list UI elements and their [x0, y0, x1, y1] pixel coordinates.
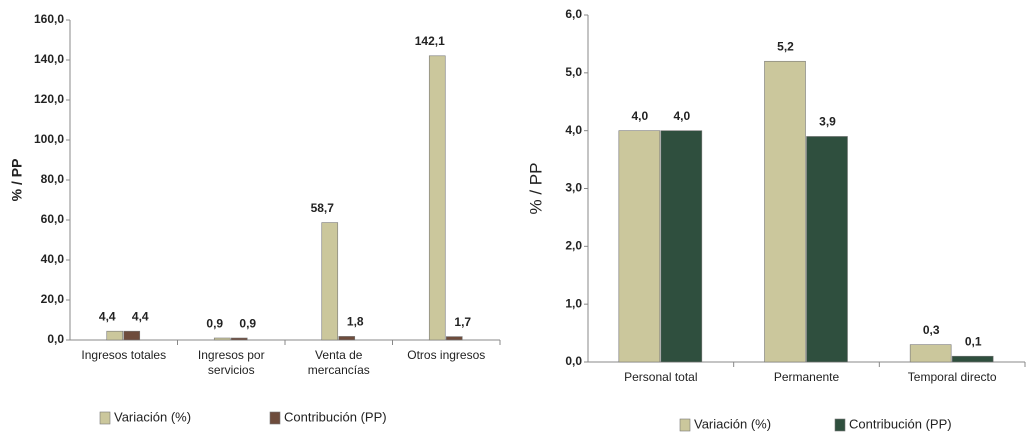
legend-label: Variación (%) — [694, 416, 771, 431]
y-tick-label: 80,0 — [41, 172, 65, 186]
bar-value-label: 4,4 — [99, 309, 116, 323]
y-tick-label: 0,0 — [565, 354, 582, 368]
x-tick-label: Otros ingresos — [407, 348, 486, 362]
x-tick-label-box: Venta de mercancías — [307, 348, 370, 377]
bar — [660, 130, 703, 363]
x-tick-label: Temporal directo — [907, 370, 997, 384]
y-tick-label: 1,0 — [565, 296, 582, 310]
y-tick-label: 100,0 — [34, 132, 64, 146]
bar-value-label: 0,1 — [965, 334, 982, 348]
bar-value-label: 3,9 — [819, 115, 836, 129]
y-axis-title: % / PP — [9, 159, 25, 202]
bar — [428, 55, 446, 341]
x-tick-label: Ingresos totales — [81, 348, 167, 362]
x-tick-label-box: Ingresos por servicios — [197, 348, 265, 377]
x-tick-label-box: Personal total — [624, 370, 698, 384]
x-tick-label: Venta de mercancías — [307, 348, 370, 377]
bar — [806, 136, 848, 363]
legend-swatch — [269, 411, 281, 425]
bar-value-label: 0,9 — [206, 316, 223, 330]
x-tick-label-box: Permanente — [773, 370, 840, 384]
bar — [445, 336, 463, 341]
legend-label: Contribución (PP) — [849, 416, 952, 431]
x-tick-label-box: Ingresos totales — [81, 348, 167, 362]
bar — [618, 130, 661, 363]
bar — [909, 344, 952, 363]
y-tick-label: 0,0 — [47, 332, 64, 346]
y-tick-label: 5,0 — [565, 65, 582, 79]
legend-swatch — [99, 411, 111, 425]
bar-value-label: 142,1 — [415, 34, 445, 48]
bar-value-label: 1,7 — [454, 315, 471, 329]
bar — [764, 60, 806, 363]
bar — [321, 222, 339, 341]
y-tick-label: 40,0 — [41, 252, 65, 266]
bar — [123, 330, 141, 341]
bar-value-label: 4,0 — [631, 109, 648, 123]
y-tick-label: 120,0 — [34, 92, 64, 106]
bar-value-label: 58,7 — [311, 201, 335, 215]
y-tick-label: 4,0 — [565, 123, 582, 137]
y-tick-label: 60,0 — [41, 212, 65, 226]
bar-value-label: 0,3 — [923, 323, 940, 337]
y-tick-label: 6,0 — [565, 7, 582, 21]
x-tick-label: Permanente — [773, 370, 840, 384]
bar — [230, 337, 248, 341]
bar — [213, 337, 231, 341]
bar — [106, 330, 124, 341]
y-tick-label: 140,0 — [34, 52, 64, 66]
bar — [951, 355, 994, 363]
bar-value-label: 4,0 — [673, 109, 690, 123]
legend-label: Variación (%) — [114, 409, 191, 424]
bar-value-label: 1,8 — [347, 315, 364, 329]
y-axis-title: % / PP — [526, 163, 545, 215]
y-tick-label: 2,0 — [565, 239, 582, 253]
x-tick-label-box: Otros ingresos — [407, 348, 486, 362]
bar — [338, 336, 356, 341]
y-tick-label: 160,0 — [34, 12, 64, 26]
bar-value-label: 4,4 — [132, 309, 149, 323]
x-tick-label-box: Temporal directo — [907, 370, 997, 384]
x-tick-label: Personal total — [624, 370, 698, 384]
legend-swatch — [679, 418, 691, 432]
x-tick-label: Ingresos por servicios — [197, 348, 265, 377]
bar-value-label: 0,9 — [239, 316, 256, 330]
bar-value-label: 5,2 — [777, 39, 794, 53]
y-tick-label: 20,0 — [41, 292, 65, 306]
legend-swatch — [834, 418, 846, 432]
legend-label: Contribución (PP) — [284, 409, 387, 424]
y-tick-label: 3,0 — [565, 181, 582, 195]
